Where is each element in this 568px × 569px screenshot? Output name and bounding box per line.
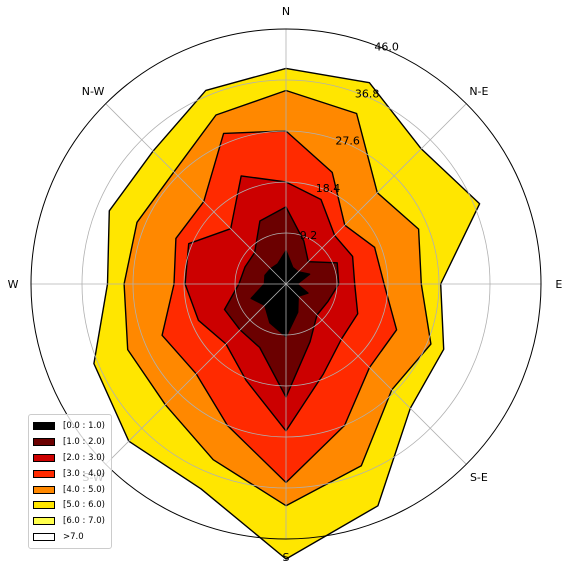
legend-swatch	[33, 517, 55, 526]
legend-item: [0.0 : 1.0)	[33, 418, 107, 434]
legend-item: [5.0 : 6.0)	[33, 497, 107, 513]
grid-spoke	[285, 103, 467, 285]
radial-tick-label: 9.2	[300, 229, 318, 242]
legend-label: [4.0 : 5.0)	[63, 484, 105, 495]
radial-tick-label: 27.6	[335, 135, 360, 148]
direction-label: S	[283, 551, 290, 564]
polar-grid	[30, 28, 542, 540]
grid-spoke	[285, 283, 467, 465]
legend-label: [1.0 : 2.0)	[63, 436, 105, 447]
legend-label: [2.0 : 3.0)	[63, 452, 105, 463]
radial-tick-label: 46.0	[374, 40, 399, 53]
direction-label: N-E	[469, 85, 488, 98]
grid-spoke	[105, 103, 287, 285]
direction-label: W	[8, 278, 19, 291]
radial-tick-labels: 9.2 18.4 27.6 36.8 46.0	[300, 40, 399, 242]
legend-label: [5.0 : 6.0)	[63, 500, 105, 511]
outer-circle	[30, 28, 542, 540]
direction-label: N	[282, 5, 290, 18]
legend-item: [3.0 : 4.0)	[33, 466, 107, 482]
direction-label: S-E	[470, 471, 488, 484]
legend-swatch	[33, 469, 55, 478]
radial-tick-label: 36.8	[355, 88, 380, 101]
legend-item: [6.0 : 7.0)	[33, 513, 107, 529]
legend-item: >7.0	[33, 529, 107, 545]
grid-spoke	[105, 283, 287, 465]
legend-swatch	[33, 501, 55, 510]
legend-item: [1.0 : 2.0)	[33, 434, 107, 450]
legend-swatch	[33, 485, 55, 494]
legend: [0.0 : 1.0) [1.0 : 2.0) [2.0 : 3.0) [3.0 : …	[28, 414, 112, 550]
legend-swatch	[33, 437, 55, 446]
direction-label: N-W	[82, 85, 105, 98]
legend-item: [2.0 : 3.0)	[33, 450, 107, 466]
legend-label: [6.0 : 7.0)	[63, 516, 105, 527]
legend-swatch	[33, 453, 55, 462]
legend-label: [3.0 : 4.0)	[63, 468, 105, 479]
legend-item: [4.0 : 5.0)	[33, 482, 107, 498]
legend-label: [0.0 : 1.0)	[63, 420, 105, 431]
windrose-petals	[93, 67, 481, 560]
direction-label: E	[555, 278, 562, 291]
legend-swatch	[33, 533, 55, 542]
legend-swatch	[33, 421, 55, 430]
legend-label: >7.0	[63, 532, 84, 543]
radial-tick-label: 18.4	[316, 182, 341, 195]
